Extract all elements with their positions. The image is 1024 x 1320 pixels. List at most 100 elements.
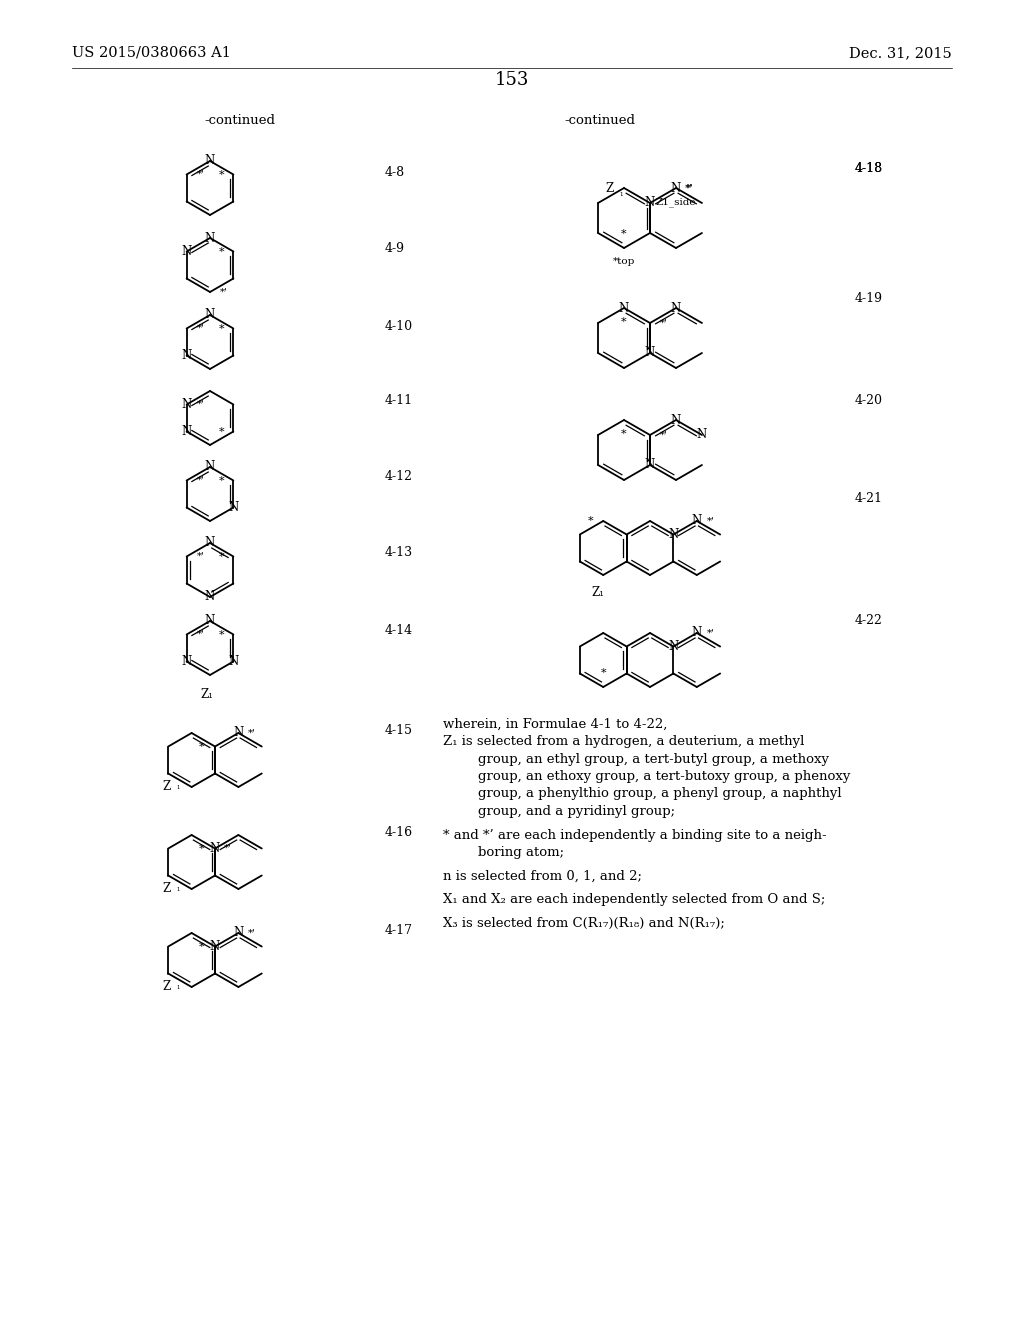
Text: 4-10: 4-10: [385, 319, 413, 333]
Text: N: N: [205, 231, 215, 244]
Text: *': *': [220, 288, 228, 297]
Text: N: N: [669, 640, 679, 653]
Text: n is selected from 0, 1, and 2;: n is selected from 0, 1, and 2;: [443, 870, 642, 883]
Text: N: N: [697, 429, 708, 441]
Text: *': *': [707, 516, 715, 525]
Text: *': *': [707, 628, 715, 638]
Text: Z: Z: [163, 981, 171, 994]
Text: 4-17: 4-17: [385, 924, 413, 936]
Text: group, an ethoxy group, a tert-butoxy group, a phenoxy: group, an ethoxy group, a tert-butoxy gr…: [461, 770, 850, 783]
Text: Dec. 31, 2015: Dec. 31, 2015: [849, 46, 952, 59]
Text: 4-16: 4-16: [385, 825, 413, 838]
Text: N: N: [205, 615, 215, 627]
Text: *': *': [197, 630, 205, 639]
Text: N: N: [181, 399, 191, 411]
Text: X₁ and X₂ are each independently selected from O and S;: X₁ and X₂ are each independently selecte…: [443, 894, 825, 906]
Text: Z: Z: [606, 181, 614, 194]
Text: *: *: [200, 742, 205, 751]
Text: ₁: ₁: [176, 783, 179, 791]
Text: *': *': [197, 477, 205, 484]
Text: -continued: -continued: [564, 114, 636, 127]
Text: *': *': [197, 170, 205, 180]
Text: X₃ is selected from C(R₁₇)(R₁₈) and N(R₁₇);: X₃ is selected from C(R₁₇)(R₁₈) and N(R₁…: [443, 916, 725, 929]
Text: N: N: [669, 528, 679, 541]
Text: *: *: [218, 247, 224, 256]
Text: 4-8: 4-8: [385, 165, 406, 178]
Text: group, a phenylthio group, a phenyl group, a naphthyl: group, a phenylthio group, a phenyl grou…: [461, 788, 842, 800]
Text: Z: Z: [163, 780, 171, 793]
Text: ₁: ₁: [176, 884, 179, 894]
Text: Z₁: Z₁: [201, 689, 213, 701]
Text: N: N: [205, 536, 215, 549]
Text: 4-18: 4-18: [855, 161, 883, 174]
Text: *': *': [660, 318, 668, 327]
Text: 4-11: 4-11: [385, 395, 413, 408]
Text: N: N: [228, 502, 239, 513]
Text: *: *: [622, 228, 627, 239]
Text: group, an ethyl group, a tert-butyl group, a methoxy: group, an ethyl group, a tert-butyl grou…: [461, 752, 829, 766]
Text: *': *': [660, 430, 668, 440]
Text: N: N: [671, 413, 681, 426]
Text: Z: Z: [163, 883, 171, 895]
Text: N: N: [181, 246, 191, 257]
Text: N: N: [233, 726, 244, 739]
Text: *: *: [622, 317, 627, 327]
Text: *': *': [686, 183, 694, 193]
Text: N: N: [205, 309, 215, 322]
Text: *: *: [218, 630, 224, 639]
Text: 4-14: 4-14: [385, 624, 413, 638]
Text: *: *: [622, 429, 627, 440]
Text: N: N: [645, 197, 655, 210]
Text: * and *’ are each independently a binding site to a neigh-: * and *’ are each independently a bindin…: [443, 829, 826, 842]
Text: N: N: [210, 940, 220, 953]
Text: *: *: [600, 668, 606, 678]
Text: N: N: [181, 425, 191, 438]
Text: N: N: [691, 515, 701, 528]
Text: US 2015/0380663 A1: US 2015/0380663 A1: [72, 46, 230, 59]
Text: -continued: -continued: [205, 114, 275, 127]
Text: *: *: [218, 323, 224, 334]
Text: *': *': [248, 928, 255, 937]
Text: *: *: [218, 169, 224, 180]
Text: *': *': [197, 552, 205, 561]
Text: 4-21: 4-21: [855, 491, 883, 504]
Text: N: N: [691, 627, 701, 639]
Text: boring atom;: boring atom;: [461, 846, 564, 859]
Text: *': *': [197, 400, 205, 409]
Text: N: N: [228, 655, 239, 668]
Text: *': *': [197, 323, 205, 333]
Text: N: N: [205, 461, 215, 474]
Text: 4-12: 4-12: [385, 470, 413, 483]
Text: 4-9: 4-9: [385, 243, 406, 256]
Text: N: N: [205, 154, 215, 168]
Text: N: N: [671, 301, 681, 314]
Text: 4-18: 4-18: [855, 161, 883, 174]
Text: ₁: ₁: [176, 983, 179, 991]
Text: 4-15: 4-15: [385, 723, 413, 737]
Text: Z₁: Z₁: [592, 586, 605, 599]
Text: N: N: [181, 655, 191, 668]
Text: *: *: [200, 843, 205, 854]
Text: *: *: [218, 426, 224, 437]
Text: *': *': [224, 843, 232, 853]
Text: 4-22: 4-22: [855, 614, 883, 627]
Text: 4-20: 4-20: [855, 393, 883, 407]
Text: N: N: [645, 346, 655, 359]
Text: *': *': [685, 183, 693, 193]
Text: 4-19: 4-19: [855, 292, 883, 305]
Text: N: N: [618, 301, 629, 314]
Text: N: N: [205, 590, 215, 603]
Text: N: N: [210, 842, 220, 855]
Text: group, and a pyridinyl group;: group, and a pyridinyl group;: [461, 805, 675, 818]
Text: wherein, in Formulae 4-1 to 4-22,: wherein, in Formulae 4-1 to 4-22,: [443, 718, 668, 730]
Text: Z1_side: Z1_side: [655, 197, 696, 207]
Text: N: N: [233, 927, 244, 940]
Text: ₁: ₁: [620, 189, 623, 198]
Text: Z₁ is selected from a hydrogen, a deuterium, a methyl: Z₁ is selected from a hydrogen, a deuter…: [443, 735, 805, 748]
Text: N: N: [181, 348, 191, 362]
Text: *: *: [588, 516, 593, 525]
Text: *: *: [200, 941, 205, 952]
Text: *top: *top: [612, 257, 635, 267]
Text: *: *: [218, 475, 224, 486]
Text: *: *: [218, 552, 224, 561]
